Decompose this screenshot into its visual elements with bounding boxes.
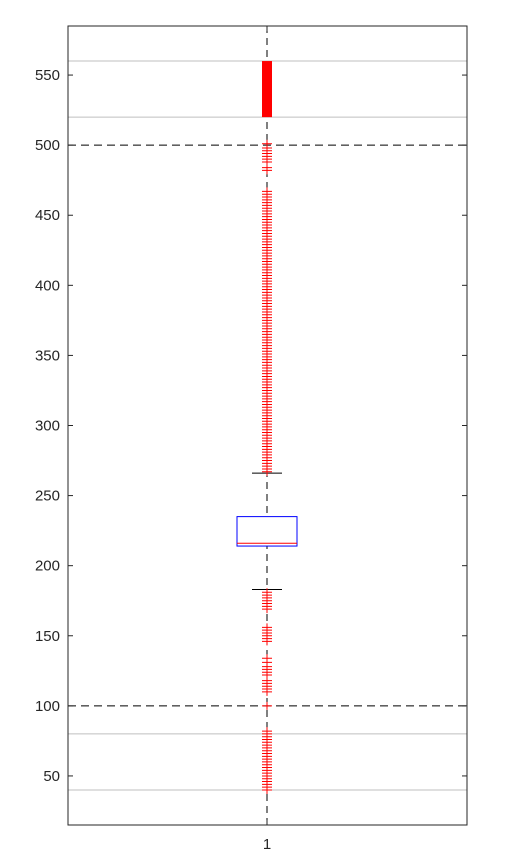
y-axis: 50 100 150 200 250 300 350 400 450 500 550: [35, 67, 467, 785]
x-tick-label: 1: [263, 836, 271, 850]
box-body: [236, 516, 298, 547]
outlier-marker: [262, 187, 272, 196]
y-tick-label: 550: [35, 67, 60, 84]
y-tick-label: 150: [35, 628, 60, 645]
outlier-marker: [262, 654, 272, 663]
y-tick-label: 200: [35, 558, 60, 575]
y-tick-label: 450: [35, 207, 60, 224]
y-tick-label: 350: [35, 347, 60, 364]
outlier-marker: [262, 701, 272, 710]
y-tick-label: 50: [43, 768, 60, 785]
box: [236, 516, 298, 547]
outlier-marker: [262, 588, 272, 597]
y-tick-label: 400: [35, 277, 60, 294]
outlier-markers: [262, 61, 272, 794]
x-axis: 1: [263, 26, 271, 850]
y-tick-label: 250: [35, 488, 60, 505]
dense-outlier-band: [262, 61, 272, 118]
outlier-marker: [262, 727, 272, 736]
y-tick-label: 100: [35, 698, 60, 715]
y-tick-label: 500: [35, 137, 60, 154]
y-tick-label: 300: [35, 418, 60, 435]
outlier-marker: [262, 139, 272, 148]
outlier-marker: [262, 623, 272, 632]
